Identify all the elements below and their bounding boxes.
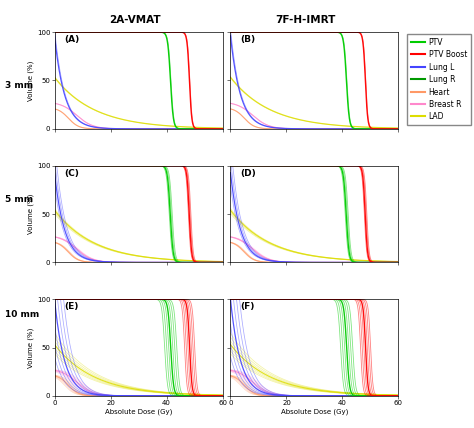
Text: 5 mm: 5 mm <box>5 194 33 204</box>
Text: (C): (C) <box>64 169 80 178</box>
Text: 10 mm: 10 mm <box>5 310 39 319</box>
Text: (F): (F) <box>240 302 255 311</box>
Text: (E): (E) <box>64 302 79 311</box>
Legend: PTV, PTV Boost, Lung L, Lung R, Heart, Breast R, LAD: PTV, PTV Boost, Lung L, Lung R, Heart, B… <box>407 34 471 125</box>
Y-axis label: Volume (%): Volume (%) <box>27 60 34 101</box>
Text: 3 mm: 3 mm <box>5 81 33 90</box>
Y-axis label: Volume (%): Volume (%) <box>27 194 34 234</box>
Text: (A): (A) <box>64 35 80 44</box>
X-axis label: Absolute Dose (Gy): Absolute Dose (Gy) <box>105 409 172 415</box>
Text: (D): (D) <box>240 169 256 178</box>
X-axis label: Absolute Dose (Gy): Absolute Dose (Gy) <box>281 409 348 415</box>
Text: (B): (B) <box>240 35 255 44</box>
Text: 7F-H-IMRT: 7F-H-IMRT <box>275 15 336 25</box>
Y-axis label: Volume (%): Volume (%) <box>27 327 34 368</box>
Text: 2A-VMAT: 2A-VMAT <box>109 15 161 25</box>
